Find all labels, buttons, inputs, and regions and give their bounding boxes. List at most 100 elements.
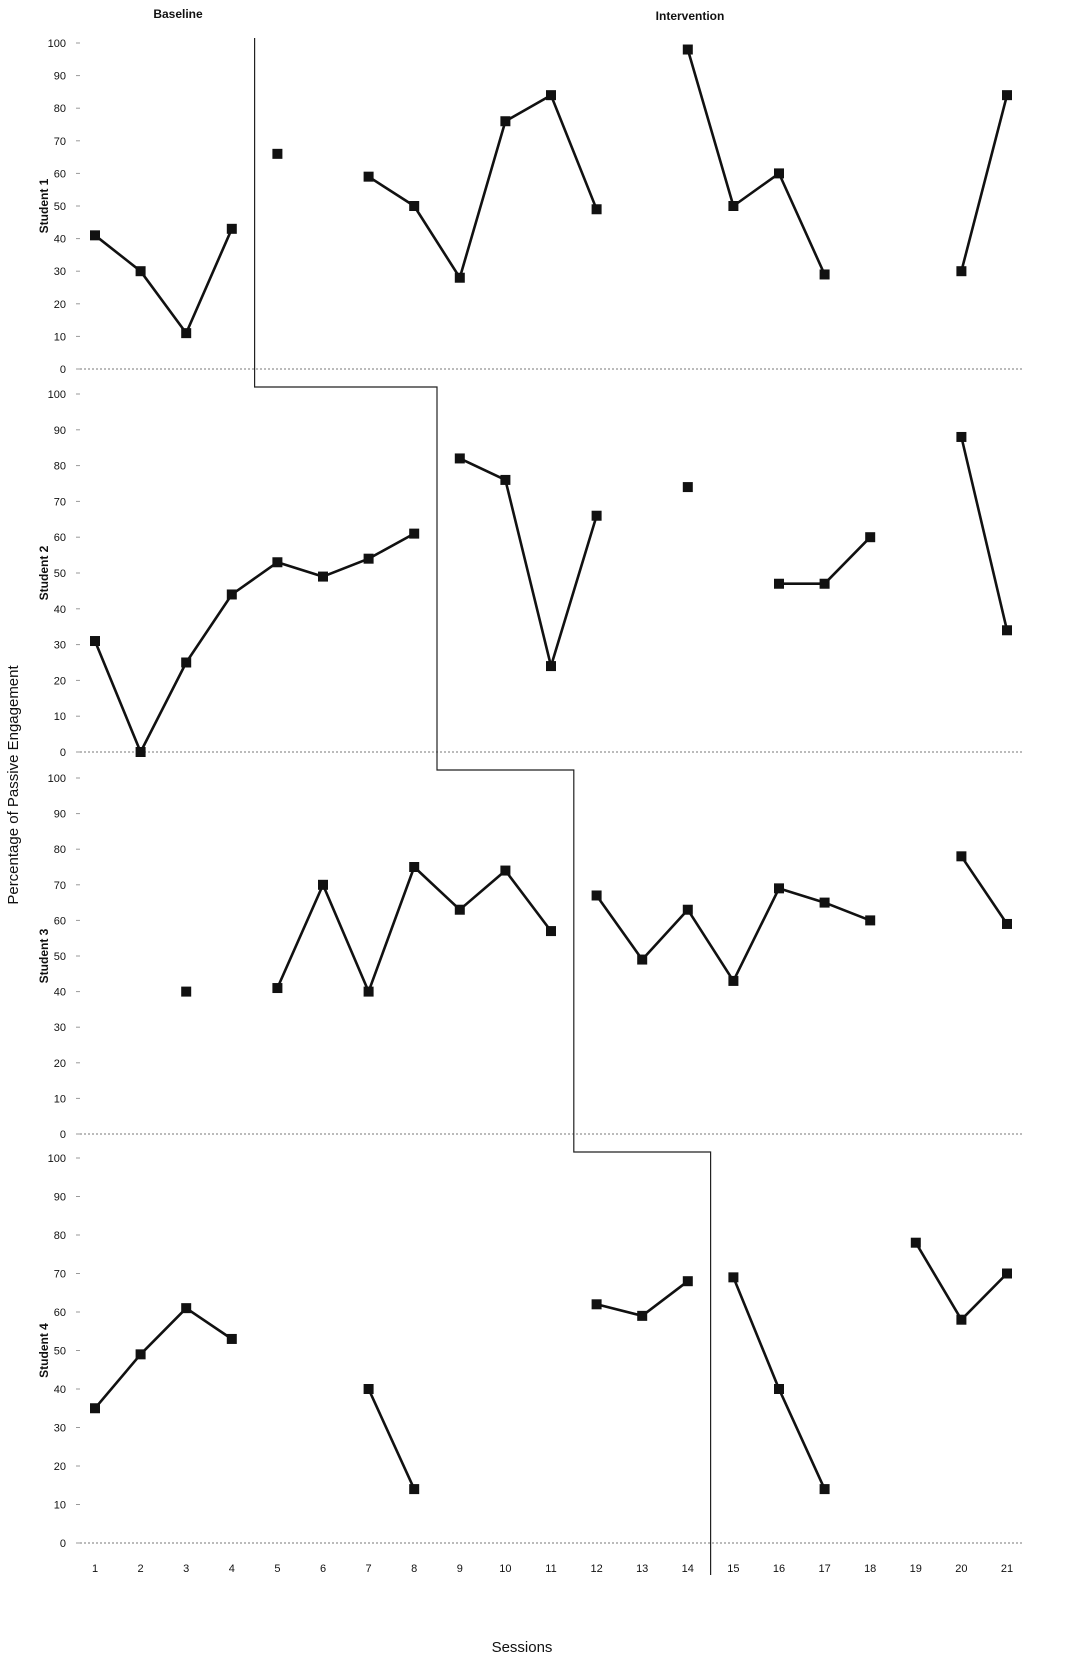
phase-change-line <box>254 38 712 1575</box>
series-line <box>960 436 1009 631</box>
x-tick-label: 11 <box>545 1563 556 1575</box>
y-tick-label: 30 <box>54 266 66 278</box>
data-point <box>363 986 374 997</box>
panel-label: Student 2 <box>37 545 51 600</box>
panel-student-1: 0 10 20 30 40 50 60 70 80 90 100 Student 1 <box>37 38 1022 376</box>
y-tick-label: 60 <box>54 532 66 544</box>
series-line <box>94 228 233 335</box>
data-point <box>363 1384 374 1394</box>
x-tick-label: 8 <box>411 1563 417 1575</box>
data-point <box>363 553 374 564</box>
y-tick-label: 50 <box>54 951 66 963</box>
data-point <box>591 204 602 215</box>
x-tick-label: 17 <box>818 1563 830 1575</box>
data-point <box>90 1403 100 1414</box>
y-tick-label: 10 <box>54 331 66 343</box>
y-tick-label: 90 <box>54 425 66 437</box>
x-tick-label: 5 <box>274 1563 280 1575</box>
data-point <box>1002 625 1012 636</box>
y-tick-label: 70 <box>54 880 66 892</box>
x-tick-label: 3 <box>183 1563 189 1575</box>
data-point <box>135 266 146 277</box>
series-line <box>960 94 1009 272</box>
y-tick-label: 20 <box>54 1058 66 1070</box>
x-tick-label: 21 <box>1001 1563 1013 1575</box>
y-tick-label: 60 <box>54 168 66 180</box>
data-point <box>637 954 648 965</box>
data-point <box>363 171 374 182</box>
panel-student-3: 0 10 20 30 40 50 60 70 80 90 100 Student 3 <box>37 773 1022 1141</box>
y-tick-label: 50 <box>54 201 66 213</box>
x-tick-label: 18 <box>864 1563 876 1575</box>
data-point <box>910 1237 921 1248</box>
data-point <box>819 578 830 589</box>
x-tick-label: 2 <box>138 1563 144 1575</box>
panel-student-2: 0 10 20 30 40 50 60 70 80 90 100 Student 2 <box>37 389 1022 759</box>
x-tick-label: 16 <box>773 1563 785 1575</box>
y-tick-label: 90 <box>54 1192 66 1204</box>
y-tick-label: 80 <box>54 103 66 115</box>
data-point <box>409 201 420 211</box>
data-point <box>454 453 465 464</box>
data-point <box>728 201 739 211</box>
x-tick-label: 9 <box>457 1563 463 1575</box>
data-point <box>819 1484 830 1495</box>
data-point <box>500 116 511 127</box>
data-point <box>591 890 602 901</box>
x-tick-label: 4 <box>229 1563 235 1575</box>
data-point <box>90 636 100 647</box>
y-tick-label: 70 <box>54 496 66 508</box>
data-point <box>682 1276 693 1287</box>
data-point <box>546 926 556 937</box>
series-line <box>94 1306 233 1410</box>
y-tick-label: 20 <box>54 1461 66 1473</box>
data-point <box>181 657 192 668</box>
data-point <box>272 557 283 568</box>
data-point <box>454 904 465 915</box>
x-axis-label: Sessions <box>492 1639 553 1656</box>
y-tick-label: 40 <box>54 987 66 999</box>
data-point <box>682 482 693 493</box>
data-point <box>546 661 556 672</box>
panel-student-4: 0 10 20 30 40 50 60 70 80 90 100 Student 4 <box>37 1153 1022 1550</box>
data-point <box>135 1349 146 1360</box>
data-point <box>272 983 283 994</box>
data-point <box>591 510 602 521</box>
x-tick-label: 19 <box>910 1563 922 1575</box>
series-line <box>596 1280 689 1318</box>
series-line <box>93 532 415 754</box>
panel-label: Student 3 <box>37 928 51 983</box>
data-point <box>181 986 192 997</box>
data-point <box>865 532 876 543</box>
series-line <box>914 1242 1008 1321</box>
y-tick-label: 90 <box>54 809 66 821</box>
data-point <box>226 223 237 234</box>
data-point <box>956 266 967 277</box>
data-point <box>819 897 830 908</box>
series-line <box>779 536 872 585</box>
y-tick-label: 20 <box>54 675 66 687</box>
data-point <box>181 1303 192 1314</box>
data-point <box>1002 918 1012 929</box>
y-tick-label: 100 <box>48 773 66 785</box>
y-tick-label: 100 <box>48 38 66 50</box>
intervention-phase-label: Intervention <box>656 9 725 23</box>
data-point <box>409 1484 420 1495</box>
x-tick-label: 6 <box>320 1563 326 1575</box>
y-tick-label: 20 <box>54 299 66 311</box>
y-tick-label: 0 <box>60 1129 66 1141</box>
x-tick-label: 15 <box>727 1563 739 1575</box>
data-point <box>90 230 100 241</box>
data-point <box>956 1314 967 1325</box>
data-point <box>135 747 146 757</box>
y-tick-label: 90 <box>54 71 66 83</box>
y-tick-label: 100 <box>48 389 66 401</box>
x-tick-label: 14 <box>682 1563 694 1575</box>
series-line <box>459 457 598 668</box>
y-tick-label: 80 <box>54 461 66 473</box>
panel-label: Student 4 <box>37 1323 51 1378</box>
y-tick-label: 80 <box>54 844 66 856</box>
series-line <box>367 1388 416 1490</box>
